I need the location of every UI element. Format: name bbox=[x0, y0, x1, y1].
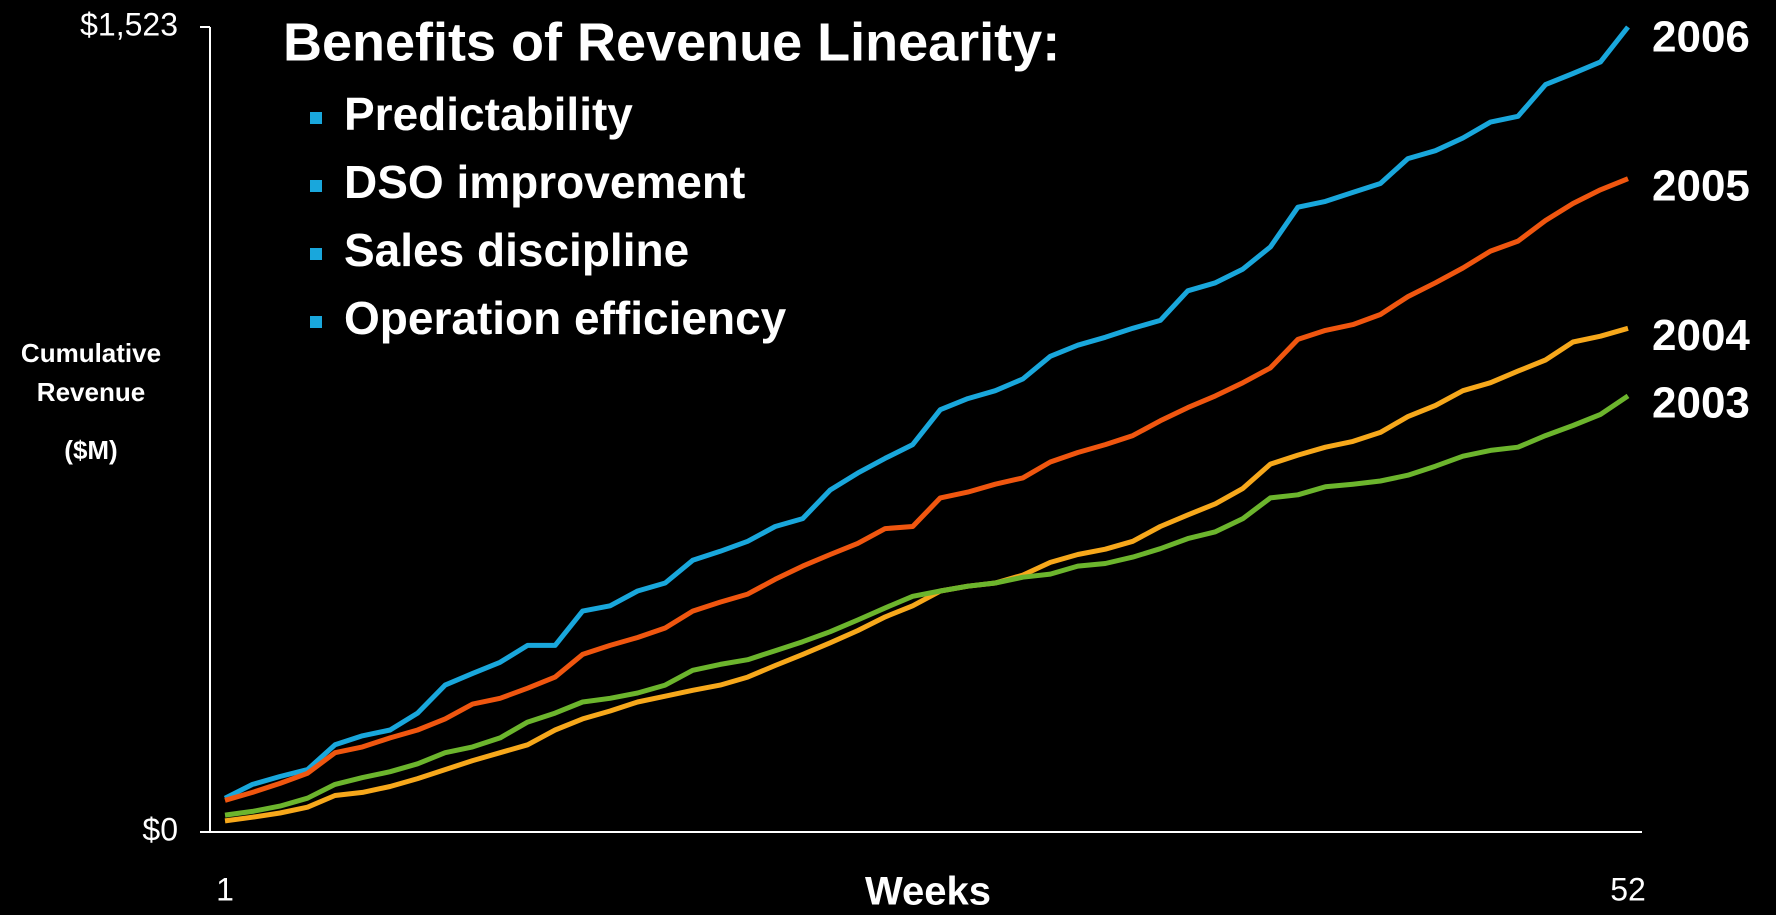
bullet-text: Operation efficiency bbox=[344, 292, 787, 344]
bullet-marker bbox=[310, 316, 322, 328]
series-label: 2004 bbox=[1652, 311, 1750, 360]
x-tick-label: 52 bbox=[1610, 871, 1646, 907]
series-line bbox=[224, 393, 1630, 818]
y-tick-label: $1,523 bbox=[80, 6, 178, 42]
bullet-marker bbox=[310, 112, 322, 124]
y-tick-label: $0 bbox=[142, 811, 178, 847]
chart-title: Benefits of Revenue Linearity: bbox=[283, 12, 1060, 72]
bullet-marker bbox=[310, 248, 322, 260]
bullet-text: Predictability bbox=[344, 88, 633, 140]
bullet-marker bbox=[310, 180, 322, 192]
series-line bbox=[224, 325, 1629, 824]
y-axis-label: Revenue bbox=[37, 377, 145, 407]
x-tick-label: 1 bbox=[216, 871, 234, 907]
bullet-text: DSO improvement bbox=[344, 156, 745, 208]
series-line bbox=[224, 176, 1629, 803]
bullet-text: Sales discipline bbox=[344, 224, 689, 276]
y-axis-label: Cumulative bbox=[21, 338, 161, 368]
series-label: 2006 bbox=[1652, 13, 1750, 62]
x-axis-label: Weeks bbox=[865, 870, 991, 914]
y-axis-label: ($M) bbox=[64, 435, 117, 465]
series-line bbox=[223, 25, 1630, 801]
series-label: 2005 bbox=[1652, 161, 1750, 210]
series-label: 2003 bbox=[1652, 379, 1750, 428]
